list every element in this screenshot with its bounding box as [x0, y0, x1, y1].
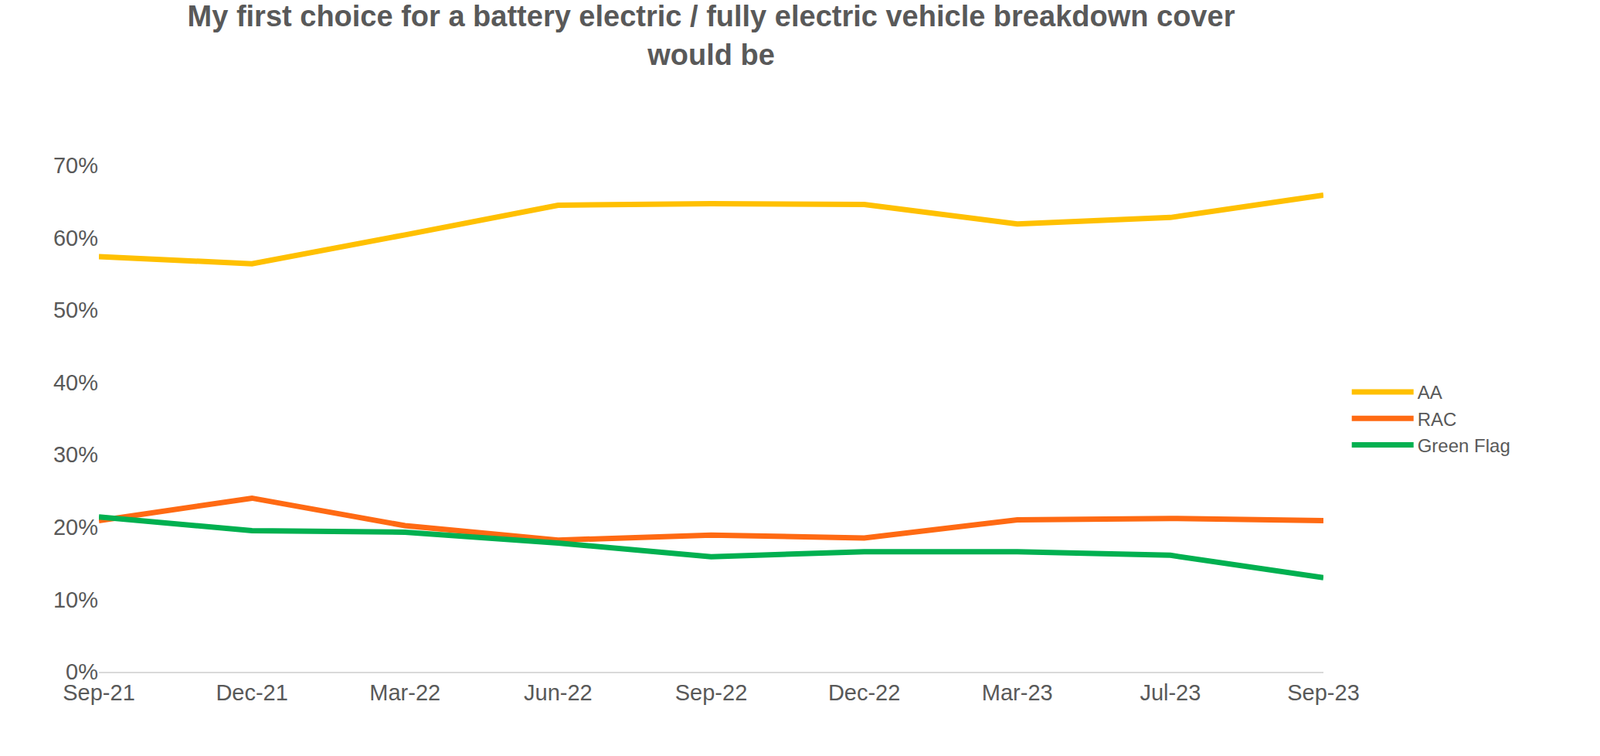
svg-text:Jun-22: Jun-22: [523, 679, 593, 705]
svg-text:Jul-23: Jul-23: [1139, 679, 1201, 705]
svg-text:My first choice for a battery: My first choice for a battery electric /…: [187, 0, 1236, 71]
svg-text:20%: 20%: [53, 514, 99, 540]
svg-text:0%: 0%: [65, 659, 99, 684]
svg-text:10%: 10%: [53, 587, 99, 612]
svg-text:Mar-23: Mar-23: [981, 679, 1054, 705]
svg-text:AA: AA: [1417, 381, 1443, 403]
svg-text:Sep-22: Sep-22: [675, 679, 748, 705]
svg-text:Sep-21: Sep-21: [62, 679, 136, 705]
svg-text:Mar-22: Mar-22: [369, 679, 441, 705]
svg-text:Sep-23: Sep-23: [1287, 679, 1360, 705]
svg-text:40%: 40%: [53, 370, 99, 395]
svg-text:70%: 70%: [53, 152, 99, 178]
svg-text:Green Flag: Green Flag: [1417, 434, 1511, 456]
svg-text:Dec-21: Dec-21: [215, 679, 289, 705]
svg-text:30%: 30%: [53, 441, 99, 467]
svg-text:Dec-22: Dec-22: [828, 679, 901, 705]
svg-text:RAC: RAC: [1417, 408, 1458, 430]
svg-text:60%: 60%: [53, 225, 99, 251]
svg-text:50%: 50%: [53, 297, 99, 323]
